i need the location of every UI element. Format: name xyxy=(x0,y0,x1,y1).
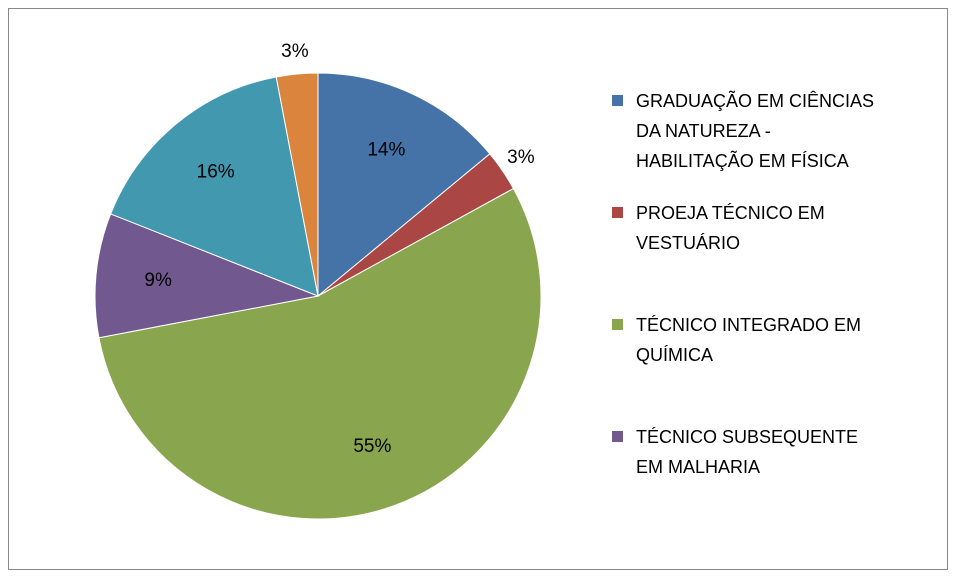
data-label: 9% xyxy=(144,270,172,291)
pie-slice xyxy=(275,72,319,297)
data-label: 55% xyxy=(353,436,391,457)
legend-swatch xyxy=(612,207,623,218)
legend-label: PROEJA TÉCNICO EM VESTUÁRIO xyxy=(636,203,825,253)
data-label: 3% xyxy=(507,147,535,168)
pie-slice xyxy=(94,213,320,339)
legend-label: TÉCNICO INTEGRADO EM QUÍMICA xyxy=(636,315,862,365)
legend-label: TÉCNICO SUBSEQUENTE EM MALHARIA xyxy=(636,427,859,477)
pie-slice xyxy=(317,72,491,298)
pie-slice xyxy=(98,187,542,520)
pie-slice xyxy=(110,76,319,297)
legend-swatch xyxy=(612,95,623,106)
data-label: 16% xyxy=(197,161,235,182)
legend-swatch xyxy=(612,431,623,442)
data-label: 3% xyxy=(281,41,309,62)
legend-label: GRADUAÇÃO EM CIÊNCIAS DA NATUREZA - HABI… xyxy=(636,91,875,171)
legend-swatch xyxy=(612,319,623,330)
data-label: 14% xyxy=(367,140,405,161)
